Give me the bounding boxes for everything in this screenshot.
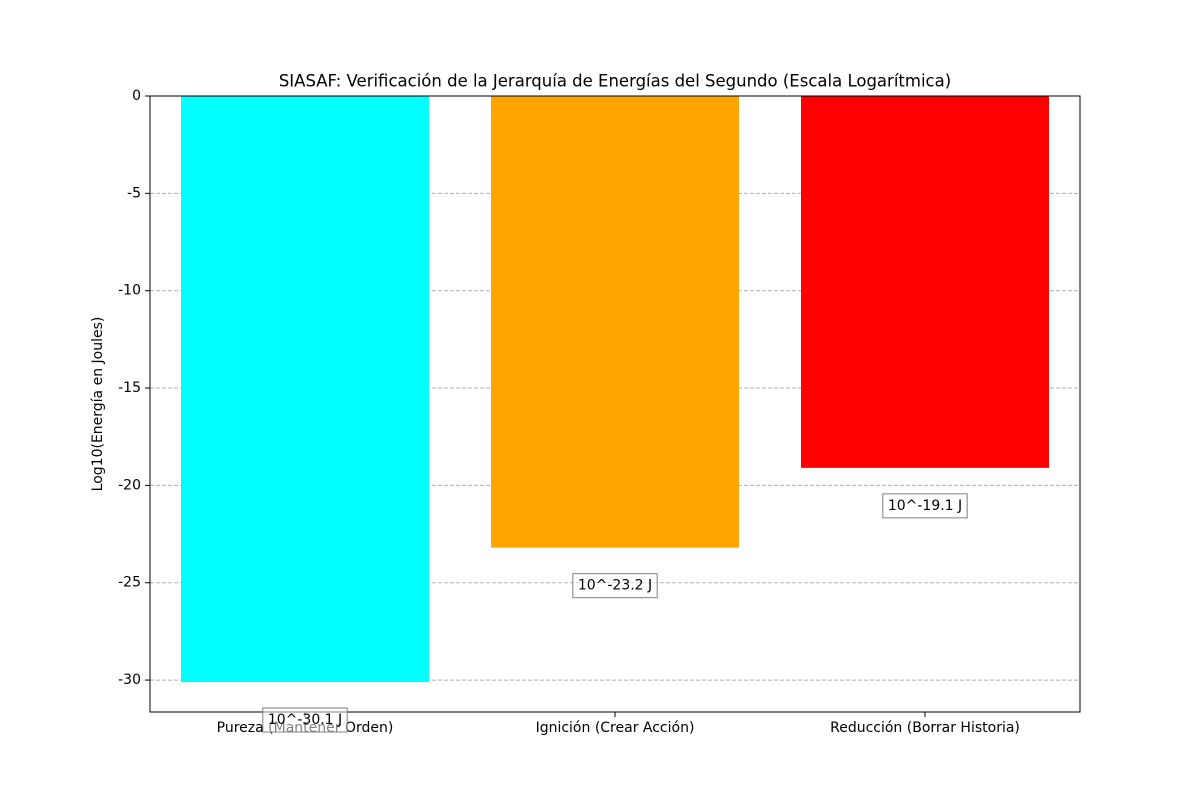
chart-title: SIASAF: Verificación de la Jerarquía de … <box>279 72 951 91</box>
value-label: 10^-30.1 J <box>268 712 342 728</box>
y-tick-label: -5 <box>127 185 141 201</box>
y-tick-label: -20 <box>118 477 141 493</box>
value-label-box <box>262 707 348 733</box>
y-tick-label: 0 <box>132 88 141 104</box>
value-label-box <box>572 573 658 599</box>
bar <box>181 96 429 683</box>
y-tick-label: -10 <box>118 283 141 299</box>
value-label: 10^-23.2 J <box>578 578 652 594</box>
y-tick-label: -30 <box>118 672 141 688</box>
bar <box>491 96 739 548</box>
x-tick-label: Ignición (Crear Acción) <box>536 720 695 736</box>
x-tick-label: Reducción (Borrar Historia) <box>830 720 1020 736</box>
value-label-box <box>882 493 968 519</box>
y-tick-label: -25 <box>118 575 141 591</box>
bar <box>801 96 1049 468</box>
value-label: 10^-19.1 J <box>888 498 962 514</box>
axes-frame <box>149 95 1081 713</box>
y-axis-label: Log10(Energía en Joules) <box>90 317 106 492</box>
y-tick-label: -15 <box>118 380 141 396</box>
